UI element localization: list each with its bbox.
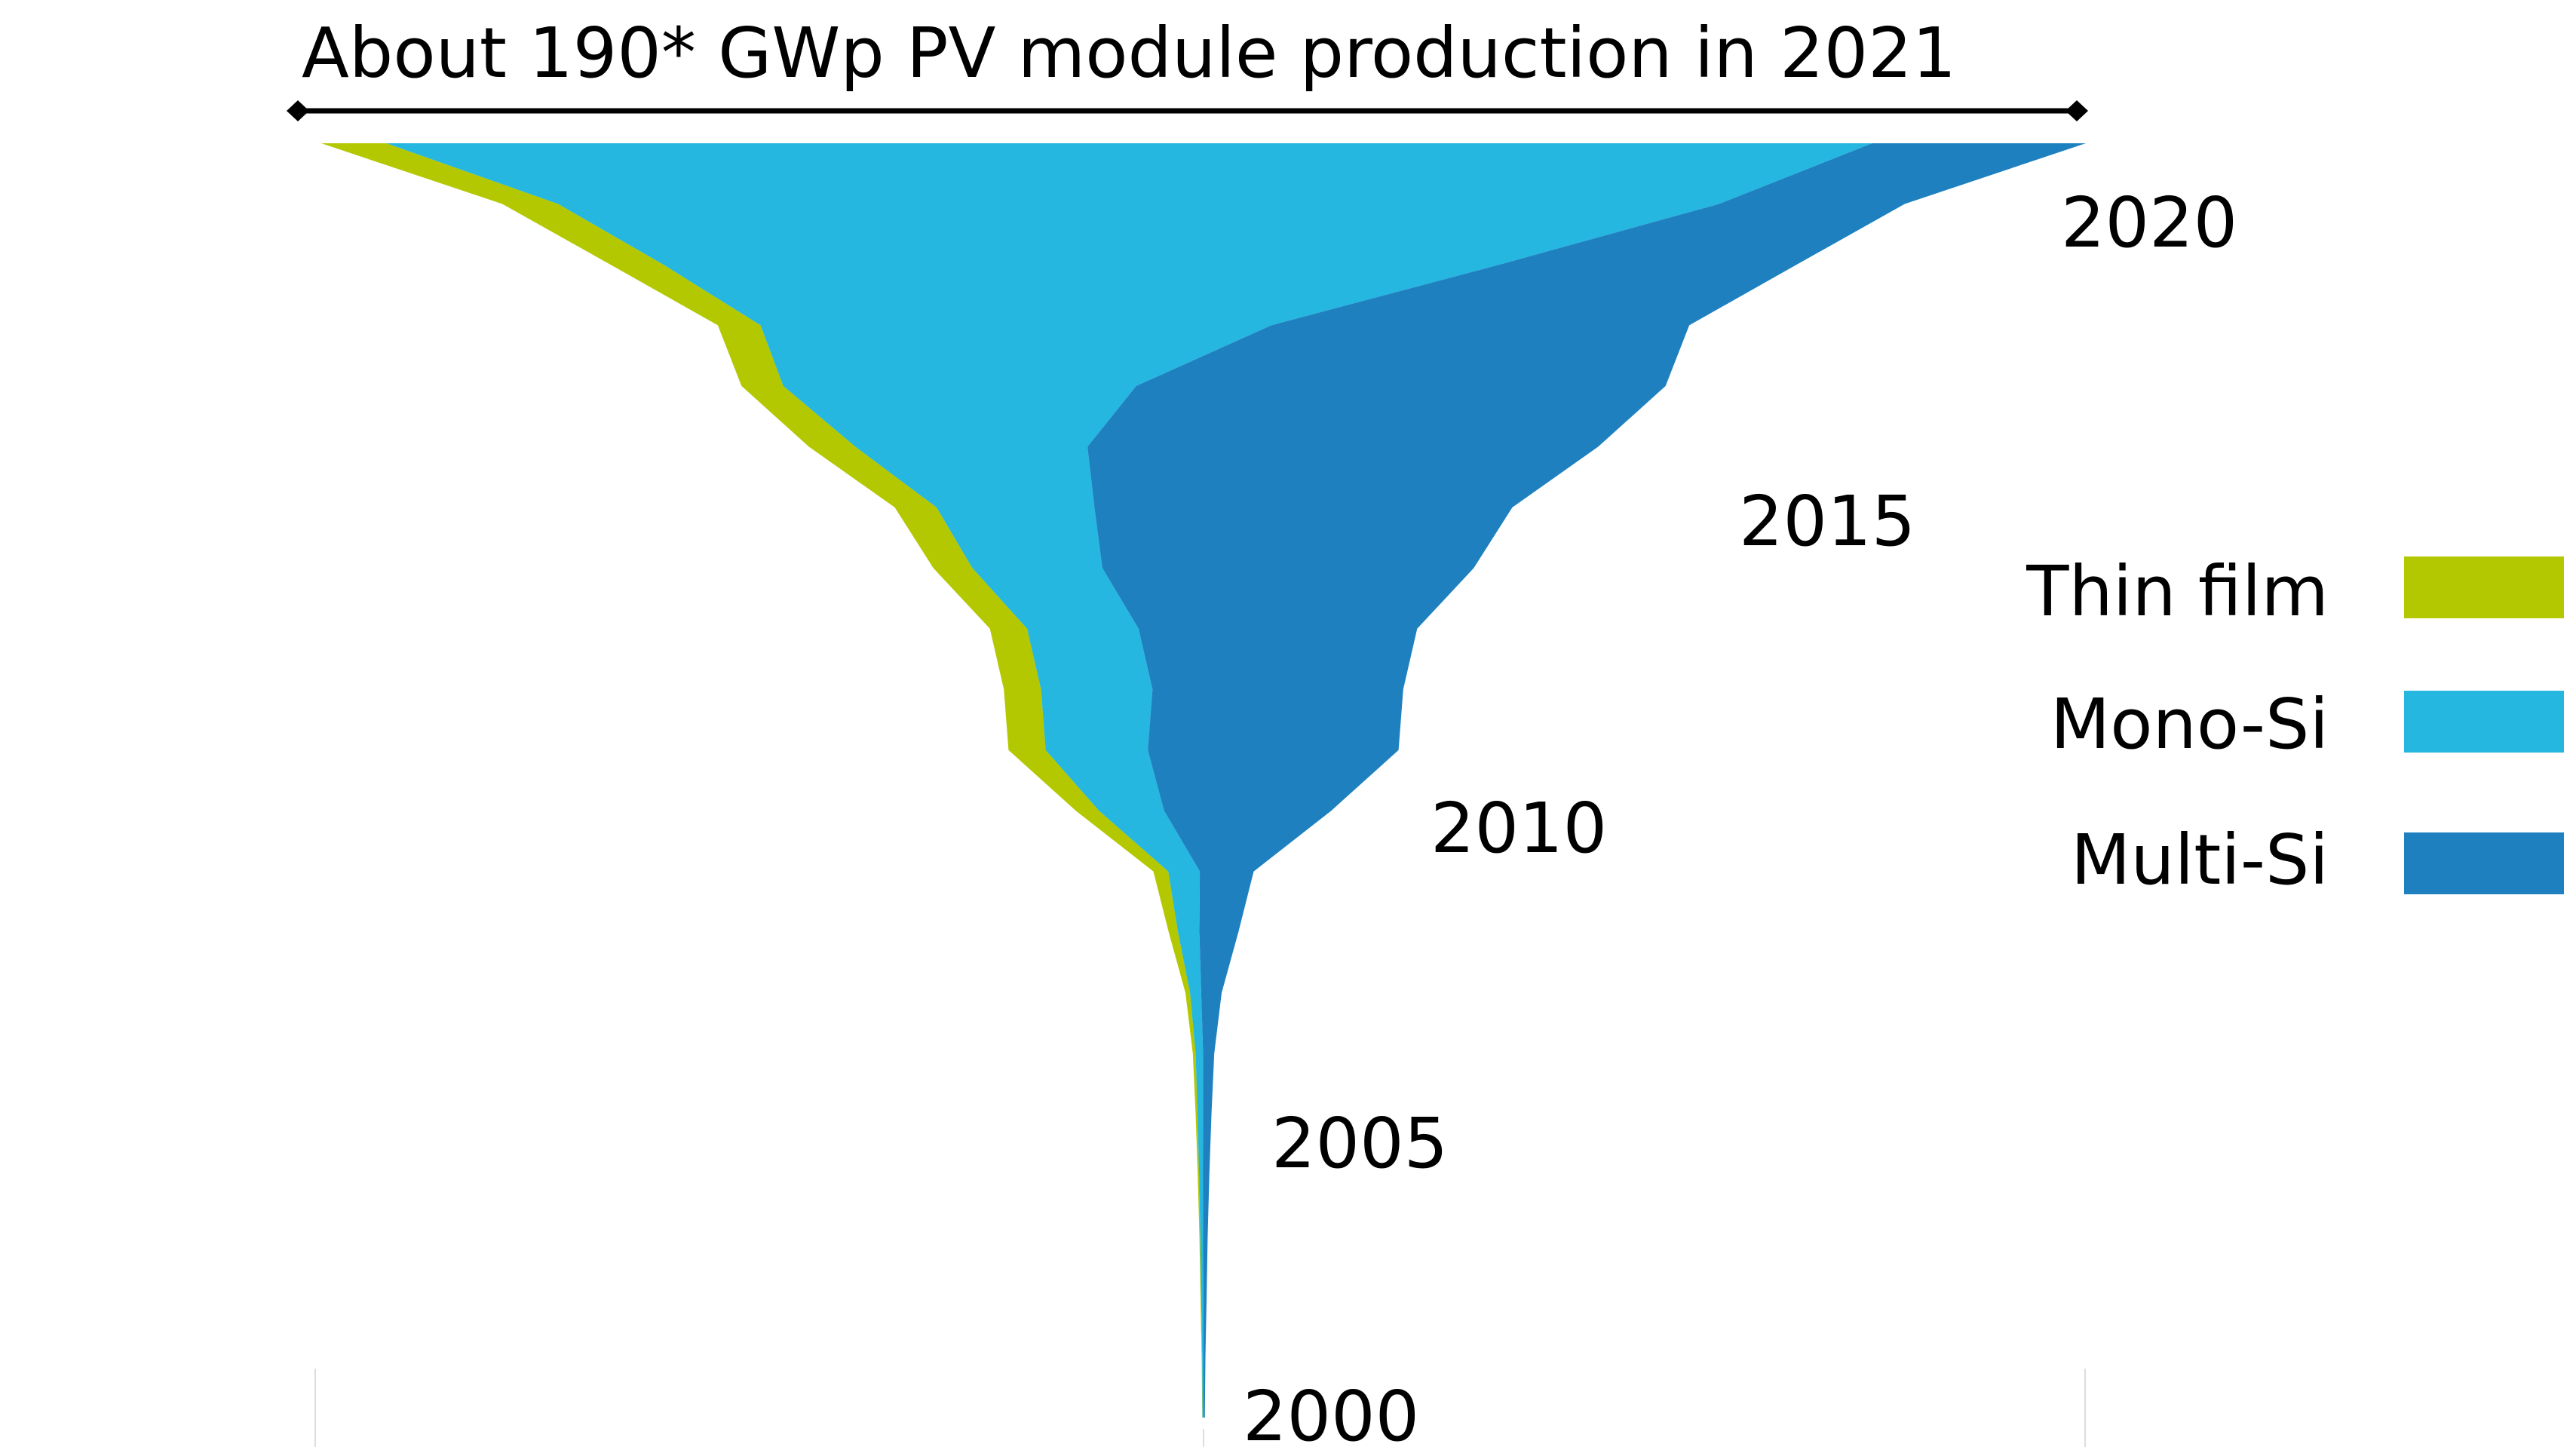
legend-label-thin-film: Thin film (2026, 551, 2329, 632)
legend-label-multi-si: Multi-Si (2071, 820, 2329, 900)
year-label-2000: 2000 (1243, 1376, 1419, 1447)
year-label-2015: 2015 (1739, 481, 1915, 562)
year-label-2020: 2020 (2061, 182, 2237, 263)
year-label-2005: 2005 (1271, 1103, 1448, 1184)
title-bracket (287, 100, 2088, 121)
legend-label-mono-si: Mono-Si (2050, 684, 2329, 765)
legend-swatch-multi-si (2404, 832, 2564, 894)
series-area-thin-film (321, 143, 1203, 1418)
legend-swatch-mono-si (2404, 691, 2564, 753)
title-bracket-left-cap (287, 100, 309, 121)
stream-areas (321, 143, 2086, 1418)
year-label-2010: 2010 (1431, 788, 1607, 869)
legend: Thin film Mono-Si Multi-Si (2026, 551, 2564, 900)
legend-swatch-thin-film (2404, 556, 2564, 618)
chart-title: About 190* GWp PV module production in 2… (302, 13, 1956, 94)
title-bracket-right-cap (2065, 100, 2088, 121)
series-area-mono-si (386, 143, 1872, 1418)
series-area-multi-si (1087, 143, 2086, 1418)
